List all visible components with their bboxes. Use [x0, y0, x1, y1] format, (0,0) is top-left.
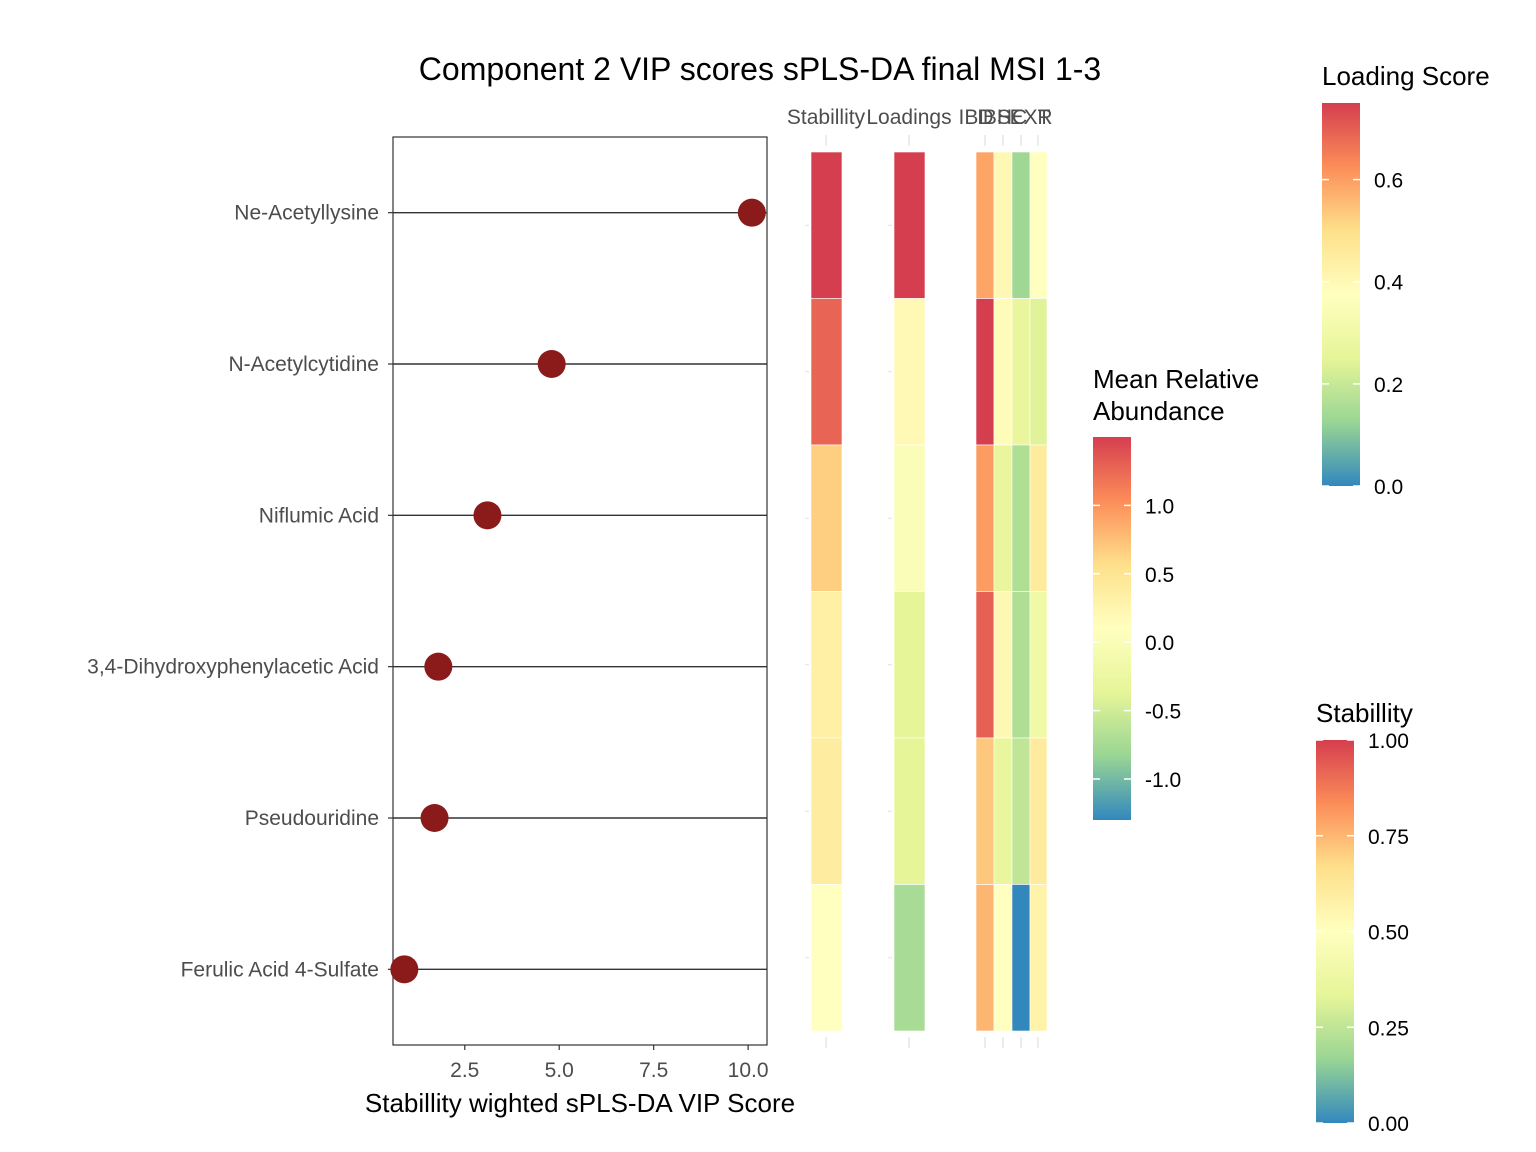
y-tick-label: Ferulic Acid 4-Sulfate [181, 958, 379, 981]
legend-tick-label: 0.50 [1368, 922, 1409, 945]
heatmap-cell-ibs [993, 884, 1013, 1032]
heatmap-cell-hc [1011, 884, 1031, 1032]
legend-abundance-ticks: -1.0 -0.5 0.0 0.5 1.0 [1093, 495, 1181, 792]
heatmap-cell-ext [1029, 298, 1048, 446]
heatmap-column-label: Loadings [866, 106, 951, 129]
x-tick-label: 7.5 [639, 1059, 668, 1082]
heatmap-cell-ibd [975, 884, 995, 1032]
y-tick-label: N-Acetylcytidine [228, 353, 379, 376]
y-tick-label: Pseudouridine [245, 807, 379, 830]
legend-loading-colorbar [1322, 103, 1360, 486]
heatmap-cell-stability [810, 298, 843, 446]
heatmap-cell-ibd [975, 444, 995, 592]
heatmap-cell-hc [1011, 298, 1031, 446]
legend-tick-label: 0.0 [1145, 632, 1174, 655]
chart-title: Component 2 VIP scores sPLS-DA final MSI… [419, 51, 1101, 87]
heatmap-cell-loadings [893, 884, 926, 1032]
legend-tick-label: 1.00 [1368, 730, 1409, 753]
heatmap-layer [805, 135, 1048, 1048]
legend-tick-label: 0.75 [1368, 826, 1409, 849]
legend-abundance-colorbar [1093, 437, 1131, 820]
legend-tick-label: 0.5 [1145, 564, 1174, 587]
y-axis-tick-labels: Ne-Acetyllysine N-Acetylcytidine Niflumic … [87, 202, 379, 982]
legend-loading-ticks: 0.0 0.2 0.4 0.6 [1322, 170, 1404, 499]
legend-abundance-title-line2: Abundance [1093, 396, 1225, 426]
heatmap-cell-hc [1011, 737, 1031, 885]
heatmap-cell-loadings [893, 151, 926, 299]
y-tick-label: 3,4-Dihydroxyphenylacetic Acid [87, 656, 379, 679]
legend-stability-title: Stabillity [1316, 698, 1413, 728]
legend-tick-label: 0.00 [1368, 1113, 1409, 1136]
heatmap-cell-hc [1011, 591, 1031, 739]
heatmap-cell-ext [1029, 444, 1048, 592]
legend-tick-label: 0.4 [1374, 272, 1404, 295]
legend-tick-label: -0.5 [1145, 701, 1181, 724]
heatmap-cell-loadings [893, 444, 926, 592]
heatmap-cell-hc [1011, 444, 1031, 592]
legend-tick-label: 0.0 [1374, 476, 1403, 499]
heatmap-column-label: IBS [977, 106, 1011, 129]
heatmap-column-label: HC [997, 106, 1027, 129]
legend-tick-label: 0.2 [1374, 374, 1403, 397]
x-tick-label: 2.5 [450, 1059, 479, 1082]
vip-point [420, 804, 449, 832]
y-tick-label: Ne-Acetyllysine [234, 202, 379, 225]
vip-point [390, 955, 419, 984]
legend-tick-label: 0.25 [1368, 1017, 1409, 1040]
legend-tick-label: -1.0 [1145, 769, 1181, 792]
heatmap-cell-ibs [993, 151, 1013, 299]
legend-stability: Stabillity 0.00 0.25 0.50 0.75 1.00 [1316, 698, 1413, 1136]
heatmap-cell-ibs [993, 298, 1013, 446]
heatmap-cell-ext [1029, 737, 1048, 885]
heatmap-cell-loadings [893, 298, 926, 446]
heatmap-cell-stability [810, 591, 843, 739]
legend-mean-abundance: Mean Relative Abundance -1.0 -0.5 0.0 0.5 1.… [1093, 364, 1259, 820]
heatmap-cell-ext [1029, 591, 1048, 739]
heatmap-cell-stability [810, 151, 843, 299]
lollipop-layer [388, 198, 767, 984]
legend-stability-ticks: 0.00 0.25 0.50 0.75 1.00 [1316, 730, 1409, 1136]
legend-abundance-title-line1: Mean Relative [1093, 364, 1259, 394]
vip-point [473, 501, 502, 530]
heatmap-column-label: Stabillity [787, 106, 866, 129]
heatmap-column-label: IBD [958, 106, 993, 129]
heatmap-cell-ibd [975, 151, 995, 299]
y-tick-label: Niflumic Acid [259, 504, 379, 527]
vip-point [424, 652, 453, 681]
heatmap-cell-ibd [975, 298, 995, 446]
heatmap-cell-stability [810, 884, 843, 1032]
heatmap-cell-loadings [893, 737, 926, 885]
x-tick-label: 5.0 [545, 1059, 574, 1082]
heatmap-cell-ibd [975, 737, 995, 885]
x-axis-title: Stabillity wighted sPLS-DA VIP Score [365, 1088, 795, 1118]
heatmap-cell-loadings [893, 591, 926, 739]
legend-loading-score: Loading Score 0.0 0.2 0.4 0.6 [1322, 61, 1490, 499]
heatmap-cell-hc [1011, 151, 1031, 299]
heatmap-cell-ibs [993, 737, 1013, 885]
vip-point [537, 350, 566, 378]
heatmap-cell-ibs [993, 444, 1013, 592]
heatmap-cell-ext [1029, 884, 1048, 1032]
heatmap-cell-ext [1029, 151, 1048, 299]
legend-tick-label: 1.0 [1145, 495, 1174, 518]
legend-loading-title: Loading Score [1322, 61, 1490, 91]
heatmap-cell-ibd [975, 591, 995, 739]
vip-point [737, 198, 766, 227]
plot-panel-border [392, 136, 768, 1046]
x-tick-label: 10.0 [728, 1059, 769, 1082]
heatmap-column-label: EXT [1010, 106, 1051, 129]
heatmap-cell-ibs [993, 591, 1013, 739]
legend-tick-label: 0.6 [1374, 170, 1403, 193]
heatmap-cell-stability [810, 737, 843, 885]
x-axis-tick-labels: 2.5 5.0 7.5 10.0 [450, 1045, 769, 1082]
heatmap-cell-stability [810, 444, 843, 592]
heatmap-column-label: R [1037, 106, 1052, 129]
